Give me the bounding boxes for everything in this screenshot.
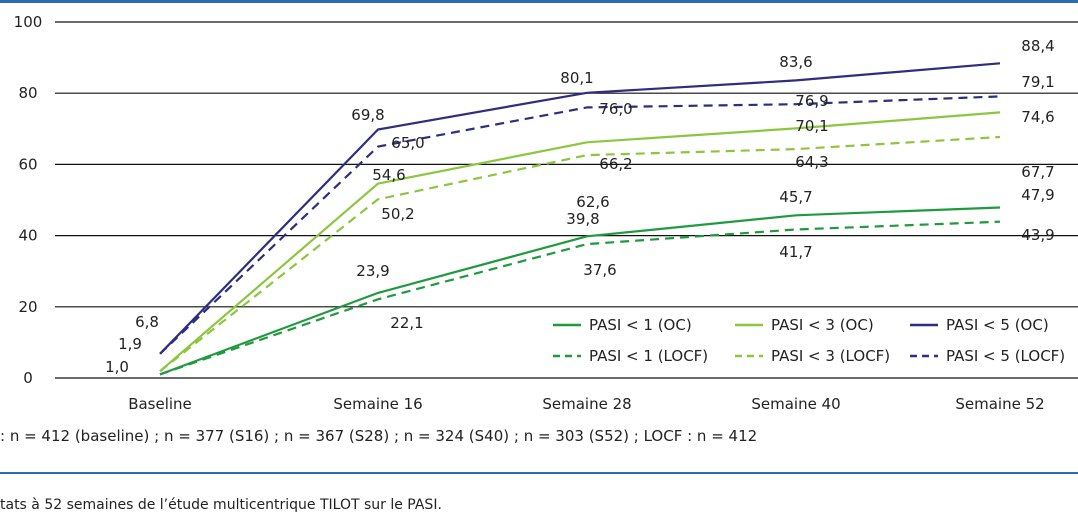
data-label: 83,6	[779, 53, 812, 71]
data-label: 76,9	[795, 92, 828, 110]
data-label: 1,0	[105, 358, 129, 376]
data-label: 62,6	[576, 193, 609, 211]
separator-rule	[0, 472, 1078, 474]
legend-label: PASI < 5 (LOCF)	[946, 347, 1065, 365]
data-label: 37,6	[583, 261, 616, 279]
data-label: 65,0	[391, 134, 424, 152]
y-axis-ticks: 0 20 40 60 80 100	[14, 13, 43, 387]
legend-label: PASI < 3 (OC)	[771, 316, 874, 334]
data-label: 39,8	[566, 210, 599, 228]
data-label: 43,9	[1021, 226, 1054, 244]
data-label: 54,6	[372, 166, 405, 184]
figure-caption: tats à 52 semaines de l’étude multicentr…	[0, 497, 442, 513]
series-line-4	[159, 62, 1001, 355]
data-label: 47,9	[1021, 186, 1054, 204]
y-tick-label: 0	[23, 369, 33, 387]
data-label: 70,1	[795, 117, 828, 135]
chart-area: 0 20 40 60 80 100 Baseline Semaine 16 Semaine 2…	[14, 13, 1078, 413]
data-label: 1,9	[118, 335, 142, 353]
data-label: 69,8	[351, 106, 384, 124]
y-tick-label: 100	[14, 13, 43, 31]
series-line-3	[159, 135, 1001, 373]
sample-size-note: : n = 412 (baseline) ; n = 377 (S16) ; n…	[0, 427, 758, 445]
series-line-5	[159, 95, 1001, 355]
data-label: 74,6	[1021, 108, 1054, 126]
legend-label: PASI < 1 (OC)	[589, 316, 692, 334]
series-lines	[159, 62, 1001, 376]
data-label: 88,4	[1021, 37, 1054, 55]
x-category-label: Semaine 40	[751, 395, 840, 413]
legend-label: PASI < 1 (LOCF)	[589, 347, 708, 365]
y-tick-label: 20	[18, 298, 37, 316]
series-line-0	[159, 206, 1001, 376]
data-label: 76,0	[599, 100, 632, 118]
x-category-label: Semaine 28	[542, 395, 631, 413]
data-label: 45,7	[779, 188, 812, 206]
grid	[55, 21, 1078, 379]
data-label: 80,1	[560, 69, 593, 87]
data-label: 66,2	[599, 155, 632, 173]
x-category-label: Semaine 16	[333, 395, 422, 413]
data-label: 6,8	[135, 313, 159, 331]
x-category-label: Semaine 52	[955, 395, 1044, 413]
y-tick-label: 80	[18, 84, 37, 102]
data-label: 67,7	[1021, 163, 1054, 181]
data-label: 41,7	[779, 243, 812, 261]
y-tick-label: 40	[18, 227, 37, 245]
legend-label: PASI < 5 (OC)	[946, 316, 1049, 334]
data-label: 22,1	[390, 314, 423, 332]
series-line-2	[159, 111, 1001, 373]
data-label: 50,2	[381, 205, 414, 223]
line-chart: 0 20 40 60 80 100 Baseline Semaine 16 Semaine 2…	[14, 13, 1078, 413]
legend-label: PASI < 3 (LOCF)	[771, 347, 890, 365]
data-label: 79,1	[1021, 73, 1054, 91]
data-label: 64,3	[795, 153, 828, 171]
x-axis-categories: Baseline Semaine 16 Semaine 28 Semaine 40 Se…	[128, 395, 1044, 413]
legend: PASI < 1 (OC) PASI < 3 (OC) PASI < 5 (OC) P…	[545, 312, 1078, 374]
top-rule	[0, 0, 1078, 3]
y-tick-label: 60	[18, 155, 37, 173]
x-category-label: Baseline	[128, 395, 192, 413]
data-label: 23,9	[356, 262, 389, 280]
series-line-1	[159, 220, 1001, 376]
data-labels: 1,0 1,9 6,8 69,8 65,0 54,6 50,2 23,9 22,1 80,1 76,…	[105, 37, 1055, 376]
legend-background	[545, 312, 1078, 374]
